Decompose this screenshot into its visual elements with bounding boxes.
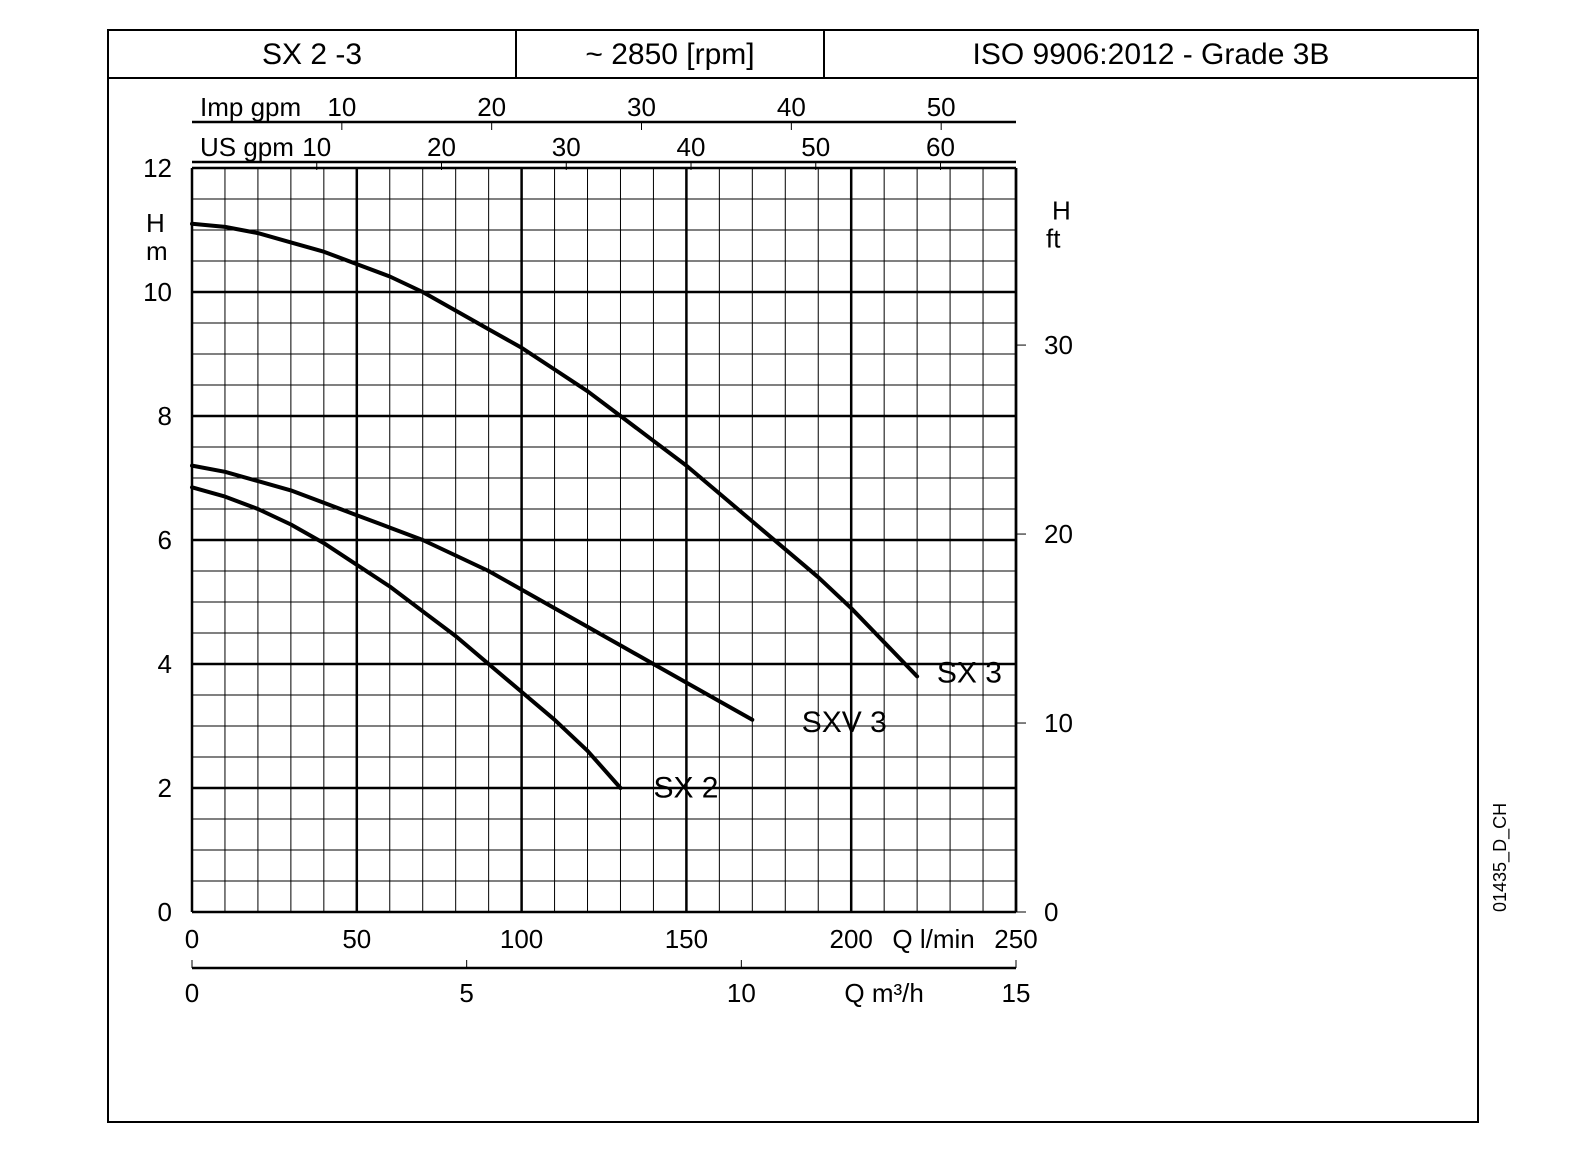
- y-left-ticklabel: 2: [158, 773, 172, 803]
- header-mid: ~ 2850 [rpm]: [585, 38, 754, 71]
- x-m3h-ticklabel: 0: [185, 978, 199, 1008]
- top-axis-label: US gpm: [200, 132, 294, 162]
- outer-frame: [108, 30, 1478, 1122]
- curve-label-sxv-3: SXV 3: [802, 706, 887, 739]
- top-axis-ticklabel: 30: [552, 132, 581, 162]
- top-axis-ticklabel: 10: [327, 92, 356, 122]
- y-right-ticklabel: 0: [1044, 897, 1058, 927]
- top-axis-ticklabel: 60: [926, 132, 955, 162]
- y-left-ticklabel: 0: [158, 897, 172, 927]
- top-axis-label: Imp gpm: [200, 92, 301, 122]
- top-axis-ticklabel: 10: [302, 132, 331, 162]
- curve-sxv-3: [192, 466, 752, 720]
- top-axis-ticklabel: 50: [801, 132, 830, 162]
- top-axis-ticklabel: 20: [477, 92, 506, 122]
- y-right-ticklabel: 10: [1044, 708, 1073, 738]
- y-right-ticklabel: 30: [1044, 330, 1073, 360]
- x-m3h-ticklabel: 5: [459, 978, 473, 1008]
- y-right-label-ft: ft: [1046, 224, 1061, 254]
- top-axis-ticklabel: 30: [627, 92, 656, 122]
- top-axis-ticklabel: 40: [777, 92, 806, 122]
- x-lmin-ticklabel: 200: [830, 924, 873, 954]
- top-axis-ticklabel: 50: [927, 92, 956, 122]
- x-lmin-label: Q l/min: [892, 924, 974, 954]
- top-axis-ticklabel: 20: [427, 132, 456, 162]
- x-m3h-ticklabel: 10: [727, 978, 756, 1008]
- drawing-code: 01435_D_CH: [1490, 803, 1511, 912]
- y-left-ticklabel: 8: [158, 401, 172, 431]
- header-left: SX 2 -3: [262, 38, 362, 71]
- curve-label-sx-3: SX 3: [937, 657, 1002, 690]
- header-right: ISO 9906:2012 - Grade 3B: [973, 38, 1330, 71]
- y-right-label-h: H: [1052, 196, 1071, 226]
- y-left-ticklabel: 10: [143, 277, 172, 307]
- y-left-ticklabel: 12: [143, 153, 172, 183]
- curve-label-sx-2: SX 2: [653, 771, 718, 804]
- x-lmin-ticklabel: 150: [665, 924, 708, 954]
- pump-curve-chart: SX 2 -3 ~ 2850 [rpm] ISO 9906:2012 - Grade…: [0, 0, 1586, 1152]
- x-lmin-ticklabel: 0: [185, 924, 199, 954]
- x-lmin-ticklabel: 50: [342, 924, 371, 954]
- y-left-label-h: H: [146, 208, 165, 238]
- x-lmin-ticklabel: 250: [994, 924, 1037, 954]
- y-left-ticklabel: 4: [158, 649, 172, 679]
- x-m3h-ticklabel: 15: [1002, 978, 1031, 1008]
- y-left-label-m: m: [146, 236, 168, 266]
- x-m3h-label: Q m³/h: [844, 978, 923, 1008]
- x-lmin-ticklabel: 100: [500, 924, 543, 954]
- top-axis-ticklabel: 40: [677, 132, 706, 162]
- y-right-ticklabel: 20: [1044, 519, 1073, 549]
- y-left-ticklabel: 6: [158, 525, 172, 555]
